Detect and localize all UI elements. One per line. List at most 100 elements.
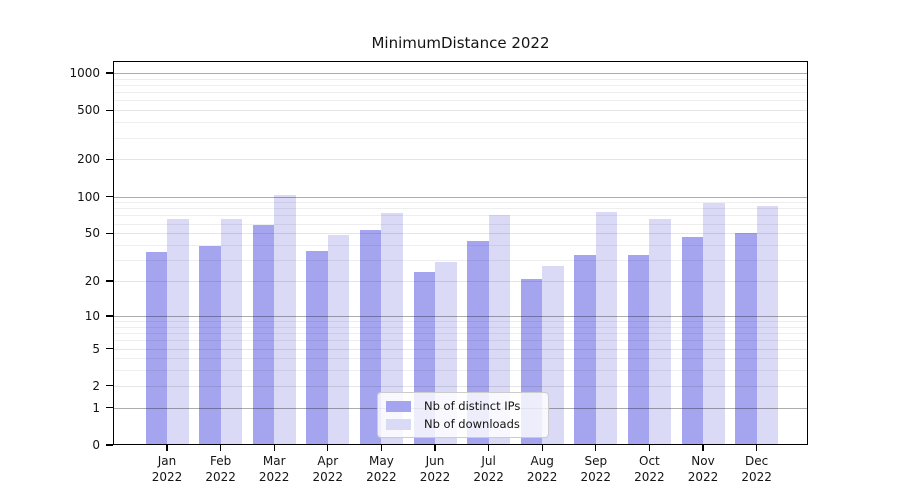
bar-downloads-sep	[595, 211, 618, 445]
x-tick-year: 2022	[151, 470, 183, 484]
bar-distinct-ips-oct	[627, 255, 650, 445]
x-tick-label-oct: Oct 2022	[617, 453, 681, 485]
gridline-4	[113, 358, 808, 360]
gridline-600	[113, 100, 808, 102]
bar-distinct-ips-feb	[199, 246, 221, 445]
legend: Nb of distinct IPs Nb of downloads	[377, 392, 549, 438]
x-tick-label-mar: Mar 2022	[242, 453, 306, 485]
gridline-7	[113, 333, 808, 335]
x-tick-year: 2022	[473, 470, 504, 484]
legend-item-downloads: Nb of downloads	[386, 416, 540, 432]
legend-swatch-distinct-ips	[386, 400, 411, 412]
y-tick-label-0: 0	[92, 438, 100, 452]
gridline-9	[113, 321, 808, 323]
x-tick-year: 2022	[258, 470, 290, 484]
y-tick-label-2: 2	[92, 378, 100, 393]
x-tick-label-sep: Sep 2022	[564, 453, 628, 485]
x-tick-label-apr: Apr 2022	[296, 453, 360, 485]
x-tick-year: 2022	[687, 470, 719, 484]
x-tick-month: Mar	[262, 454, 286, 468]
gridline-8	[113, 326, 808, 328]
y-tick-1	[106, 407, 113, 409]
x-tick-month: Jul	[481, 454, 496, 468]
bar-distinct-ips-mar	[252, 224, 275, 445]
plot-area	[113, 61, 808, 445]
gridline-900	[113, 78, 808, 80]
x-tick-apr	[327, 445, 329, 451]
gridline-1000	[113, 73, 808, 75]
x-tick-jul	[487, 445, 490, 451]
x-tick-year: 2022	[366, 470, 397, 484]
gridline-70	[113, 215, 808, 217]
gridline-100	[113, 196, 808, 198]
gridline-50	[113, 233, 808, 235]
x-tick-label-nov: Nov 2022	[671, 453, 735, 485]
x-tick-month: May	[368, 454, 394, 468]
y-tick-500	[106, 109, 113, 111]
x-tick-month: Sep	[584, 454, 608, 468]
gridline-60	[113, 223, 808, 225]
x-tick-jun	[434, 445, 436, 451]
x-tick-feb	[219, 445, 222, 451]
bar-distinct-ips-nov	[681, 236, 703, 445]
bar-downloads-dec	[756, 205, 779, 445]
y-tick-20	[106, 280, 113, 282]
gridline-5	[113, 348, 808, 350]
x-tick-label-aug: Aug 2022	[510, 453, 574, 485]
bar-downloads-oct	[649, 218, 671, 445]
x-tick-jan	[166, 445, 168, 451]
x-tick-month: Oct	[639, 454, 660, 468]
gridline-80	[113, 208, 808, 210]
x-tick-dec	[755, 445, 758, 451]
gridline-3	[113, 370, 808, 372]
gridline-10	[113, 315, 808, 318]
y-tick-5	[106, 347, 113, 350]
x-tick-year: 2022	[419, 470, 451, 484]
legend-item-distinct-ips: Nb of distinct IPs	[386, 398, 540, 414]
gridline-6	[113, 340, 808, 342]
x-tick-label-may: May 2022	[349, 453, 413, 485]
gridline-800	[113, 85, 808, 86]
gridline-20	[113, 281, 808, 283]
x-tick-month: Jan	[157, 454, 177, 468]
y-tick-label-500: 500	[77, 103, 100, 118]
x-tick-year: 2022	[741, 470, 772, 484]
x-tick-aug	[541, 445, 543, 451]
bar-downloads-jan	[167, 218, 189, 445]
legend-label-downloads: Nb of downloads	[424, 417, 520, 431]
gridline-700	[113, 92, 808, 94]
bar-downloads-jul	[488, 215, 511, 445]
x-tick-year: 2022	[312, 470, 344, 484]
x-tick-sep	[595, 445, 597, 451]
gridline-40	[113, 245, 808, 247]
bar-distinct-ips-dec	[735, 233, 757, 445]
x-tick-label-dec: Dec 2022	[725, 453, 789, 485]
y-tick-label-1: 1	[92, 400, 100, 415]
gridline-30	[113, 260, 808, 262]
bar-downloads-may	[381, 213, 403, 445]
y-tick-label-1000: 1000	[69, 66, 100, 80]
bar-distinct-ips-apr	[306, 250, 328, 445]
chart-title: MinimumDistance 2022	[371, 34, 550, 52]
gridline-2	[113, 385, 808, 387]
y-tick-label-50: 50	[84, 226, 100, 241]
bar-distinct-ips-sep	[574, 255, 596, 445]
x-tick-year: 2022	[526, 470, 558, 484]
legend-label-distinct-ips: Nb of distinct IPs	[424, 399, 521, 413]
x-tick-month: Nov	[691, 454, 715, 468]
x-tick-label-jan: Jan 2022	[135, 453, 199, 485]
x-tick-nov	[702, 445, 704, 451]
gridline-400	[113, 122, 808, 124]
x-tick-year: 2022	[634, 470, 665, 484]
x-tick-oct	[648, 445, 651, 451]
y-tick-200	[106, 158, 113, 161]
gridline-90	[113, 202, 808, 204]
y-tick-label-100: 100	[77, 189, 100, 204]
bar-distinct-ips-may	[359, 230, 382, 445]
x-tick-month: Jun	[425, 454, 445, 468]
bar-downloads-nov	[703, 203, 725, 445]
x-tick-year: 2022	[580, 470, 612, 484]
bar-distinct-ips-jan	[145, 252, 167, 445]
bar-downloads-feb	[220, 218, 243, 445]
